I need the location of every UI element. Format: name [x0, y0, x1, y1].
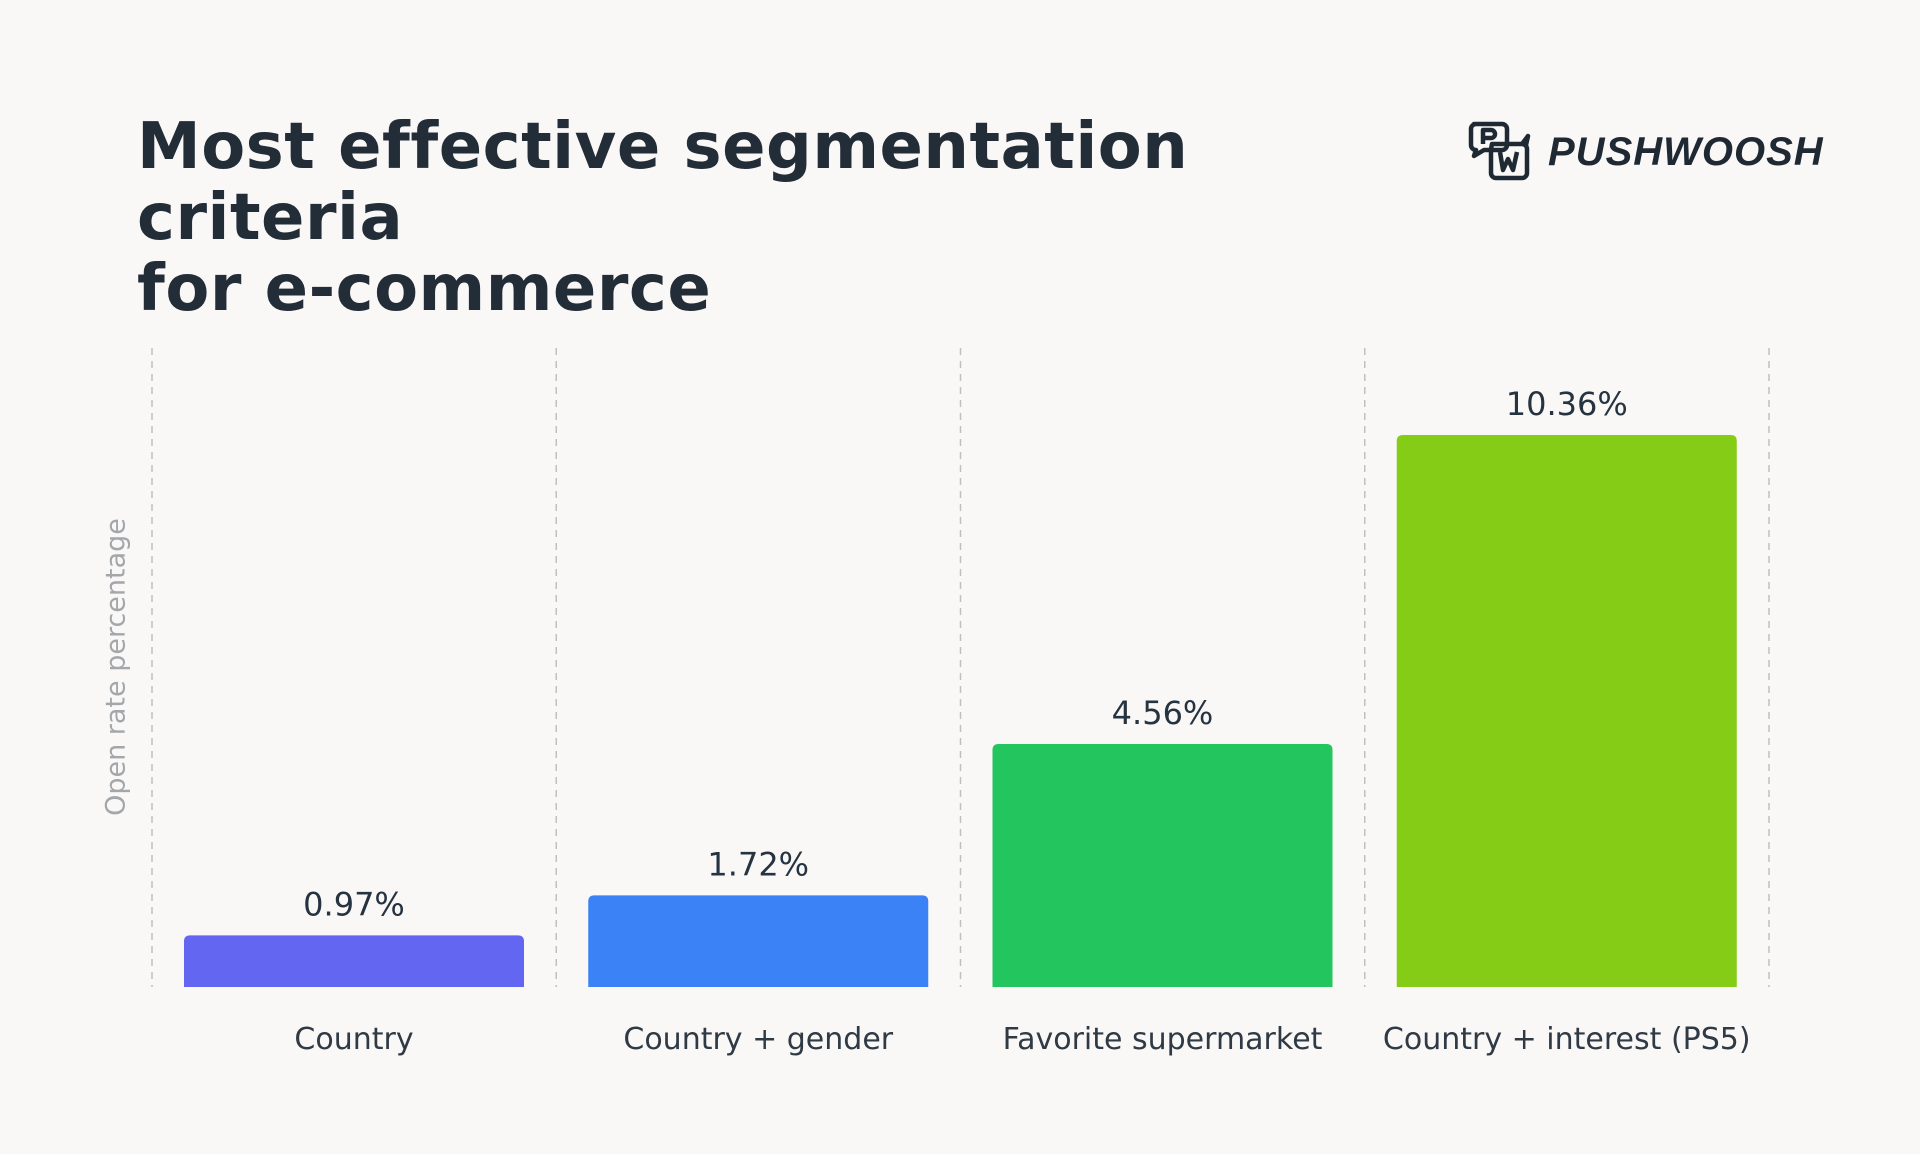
category-label: Country + gender	[623, 1022, 893, 1057]
pushwoosh-logo: PUSHWOOSH	[1466, 120, 1824, 184]
category-label: Country + interest (PS5)	[1383, 1022, 1751, 1057]
logo-text: PUSHWOOSH	[1548, 129, 1824, 174]
title-line-2: for e-commerce	[137, 252, 712, 326]
value-label: 1.72%	[707, 845, 809, 883]
category-label: Country	[294, 1022, 413, 1057]
chart-title: Most effective segmentation criteria for…	[137, 112, 1387, 325]
value-label: 0.97%	[303, 885, 405, 923]
category-label: Favorite supermarket	[1003, 1022, 1323, 1057]
value-label: 10.36%	[1506, 385, 1628, 423]
value-label: 4.56%	[1112, 694, 1214, 732]
pw-logo-icon	[1468, 121, 1531, 181]
bar-1	[588, 895, 929, 987]
title-line-1: Most effective segmentation criteria	[137, 110, 1189, 255]
bar-3	[1396, 435, 1737, 987]
bar-2	[992, 744, 1333, 987]
bar-0	[184, 935, 524, 987]
